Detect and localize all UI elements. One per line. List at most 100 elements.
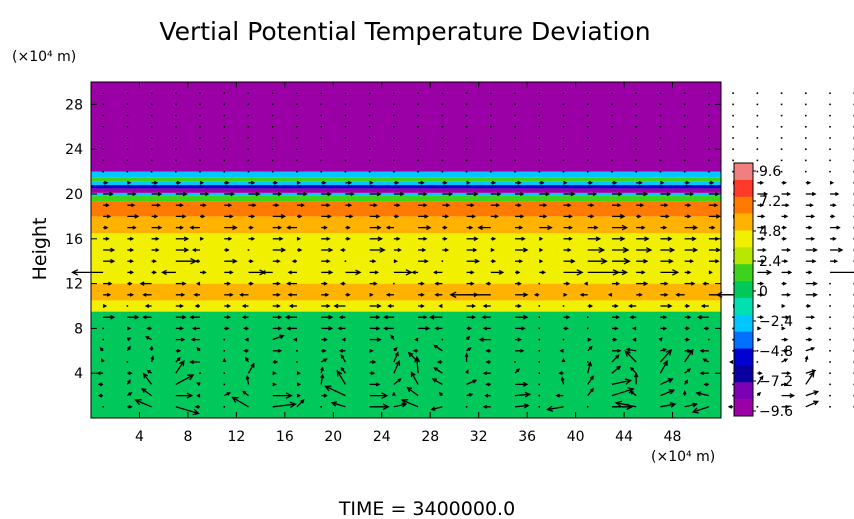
- vector-arrow: [385, 225, 394, 230]
- vector-arrow: [385, 292, 394, 297]
- vector-arrow: [515, 180, 522, 185]
- vector-arrow: [345, 180, 353, 185]
- vector-arrow: [829, 383, 831, 386]
- vector-arrow: [151, 248, 160, 252]
- colorbar-swatch: [734, 213, 753, 231]
- vector-arrow: [175, 114, 177, 117]
- vector-arrow: [538, 103, 541, 106]
- vector-arrow: [780, 103, 783, 106]
- vector-arrow: [418, 259, 429, 264]
- vector-arrow: [538, 361, 541, 363]
- vector-arrow: [296, 114, 298, 117]
- vector-arrow: [538, 259, 544, 264]
- vector-arrow: [224, 248, 230, 252]
- vector-arrow: [708, 148, 710, 150]
- heatmap-band: [91, 195, 721, 202]
- vector-arrow: [151, 180, 159, 185]
- colorbar-tick-label: 2.4: [759, 254, 781, 270]
- vector-arrow: [756, 406, 759, 408]
- vector-arrow: [441, 148, 444, 150]
- vector-arrow: [466, 326, 473, 331]
- vector-arrow: [829, 350, 831, 352]
- vector-arrow: [286, 225, 297, 230]
- vector-arrow: [781, 180, 788, 185]
- vector-arrow: [805, 159, 807, 162]
- vector-arrow: [465, 369, 469, 374]
- vector-arrow: [102, 114, 104, 117]
- vector-arrow: [780, 126, 783, 128]
- vector-arrow: [151, 236, 160, 241]
- vector-arrow: [103, 236, 110, 241]
- vector-arrow: [320, 159, 322, 162]
- vector-arrow: [781, 348, 789, 353]
- vector-arrow: [699, 348, 709, 353]
- vector-arrow: [586, 406, 589, 408]
- vector-arrow: [141, 388, 152, 397]
- vector-arrow: [611, 159, 613, 162]
- vector-arrow: [247, 170, 250, 173]
- vector-field: [71, 92, 854, 416]
- colorbar-swatch: [734, 196, 753, 214]
- vector-arrow: [684, 402, 698, 408]
- vector-arrow: [223, 126, 226, 128]
- vector-arrow: [272, 348, 283, 353]
- vector-arrow: [340, 366, 346, 374]
- vector-arrow: [805, 281, 818, 286]
- vector-arrow: [780, 137, 783, 139]
- vector-arrow: [659, 359, 668, 374]
- vector-arrow: [247, 137, 250, 139]
- vector-arrow: [805, 203, 814, 208]
- vector-arrow: [192, 248, 201, 252]
- vector-arrow: [400, 399, 419, 408]
- vector-arrow: [563, 269, 584, 276]
- vector-arrow: [684, 214, 692, 219]
- vector-arrow: [805, 225, 813, 230]
- vector-arrow: [248, 236, 256, 241]
- vector-arrow: [659, 114, 662, 117]
- vector-arrow: [485, 360, 491, 364]
- colorbar-swatch: [734, 163, 753, 181]
- vector-arrow: [625, 347, 637, 352]
- vector-arrow: [296, 103, 298, 106]
- vector-arrow: [406, 386, 419, 397]
- vector-arrow: [538, 394, 541, 397]
- vector-arrow: [684, 348, 692, 353]
- vector-arrow: [126, 159, 129, 162]
- vector-arrow: [442, 214, 450, 219]
- vector-arrow: [830, 247, 844, 253]
- vector-arrow: [805, 191, 817, 197]
- vector-arrow: [538, 148, 541, 150]
- vector-arrow: [659, 148, 662, 150]
- vector-arrow: [539, 191, 551, 197]
- vector-arrow: [781, 225, 788, 230]
- vector-arrow: [490, 114, 492, 117]
- vector-arrow: [485, 348, 491, 353]
- vector-arrow: [175, 359, 185, 374]
- vector-arrow: [224, 315, 232, 320]
- vector-arrow: [369, 348, 374, 353]
- vector-arrow: [829, 180, 835, 185]
- vector-arrow: [296, 399, 305, 408]
- vector-arrow: [780, 114, 783, 117]
- vector-arrow: [684, 304, 691, 308]
- vector-arrow: [102, 338, 104, 341]
- vector-arrow: [703, 382, 709, 387]
- vector-arrow: [151, 270, 158, 275]
- vector-arrow: [102, 126, 104, 128]
- vector-arrow: [515, 203, 522, 208]
- vector-arrow: [538, 406, 541, 408]
- colorbar-swatch: [734, 348, 753, 366]
- vector-arrow: [683, 92, 686, 94]
- vector-arrow: [369, 214, 381, 219]
- vector-arrow: [324, 385, 346, 397]
- colorbar-swatch: [734, 314, 753, 332]
- vector-arrow: [418, 315, 428, 320]
- vector-arrow: [466, 379, 478, 385]
- vector-arrow: [611, 337, 618, 342]
- vector-arrow: [417, 92, 419, 94]
- vector-arrow: [196, 382, 201, 386]
- y-axis-label: Height: [29, 218, 51, 281]
- vector-arrow: [757, 326, 762, 331]
- vector-arrow: [478, 337, 491, 342]
- vector-arrow: [628, 304, 637, 308]
